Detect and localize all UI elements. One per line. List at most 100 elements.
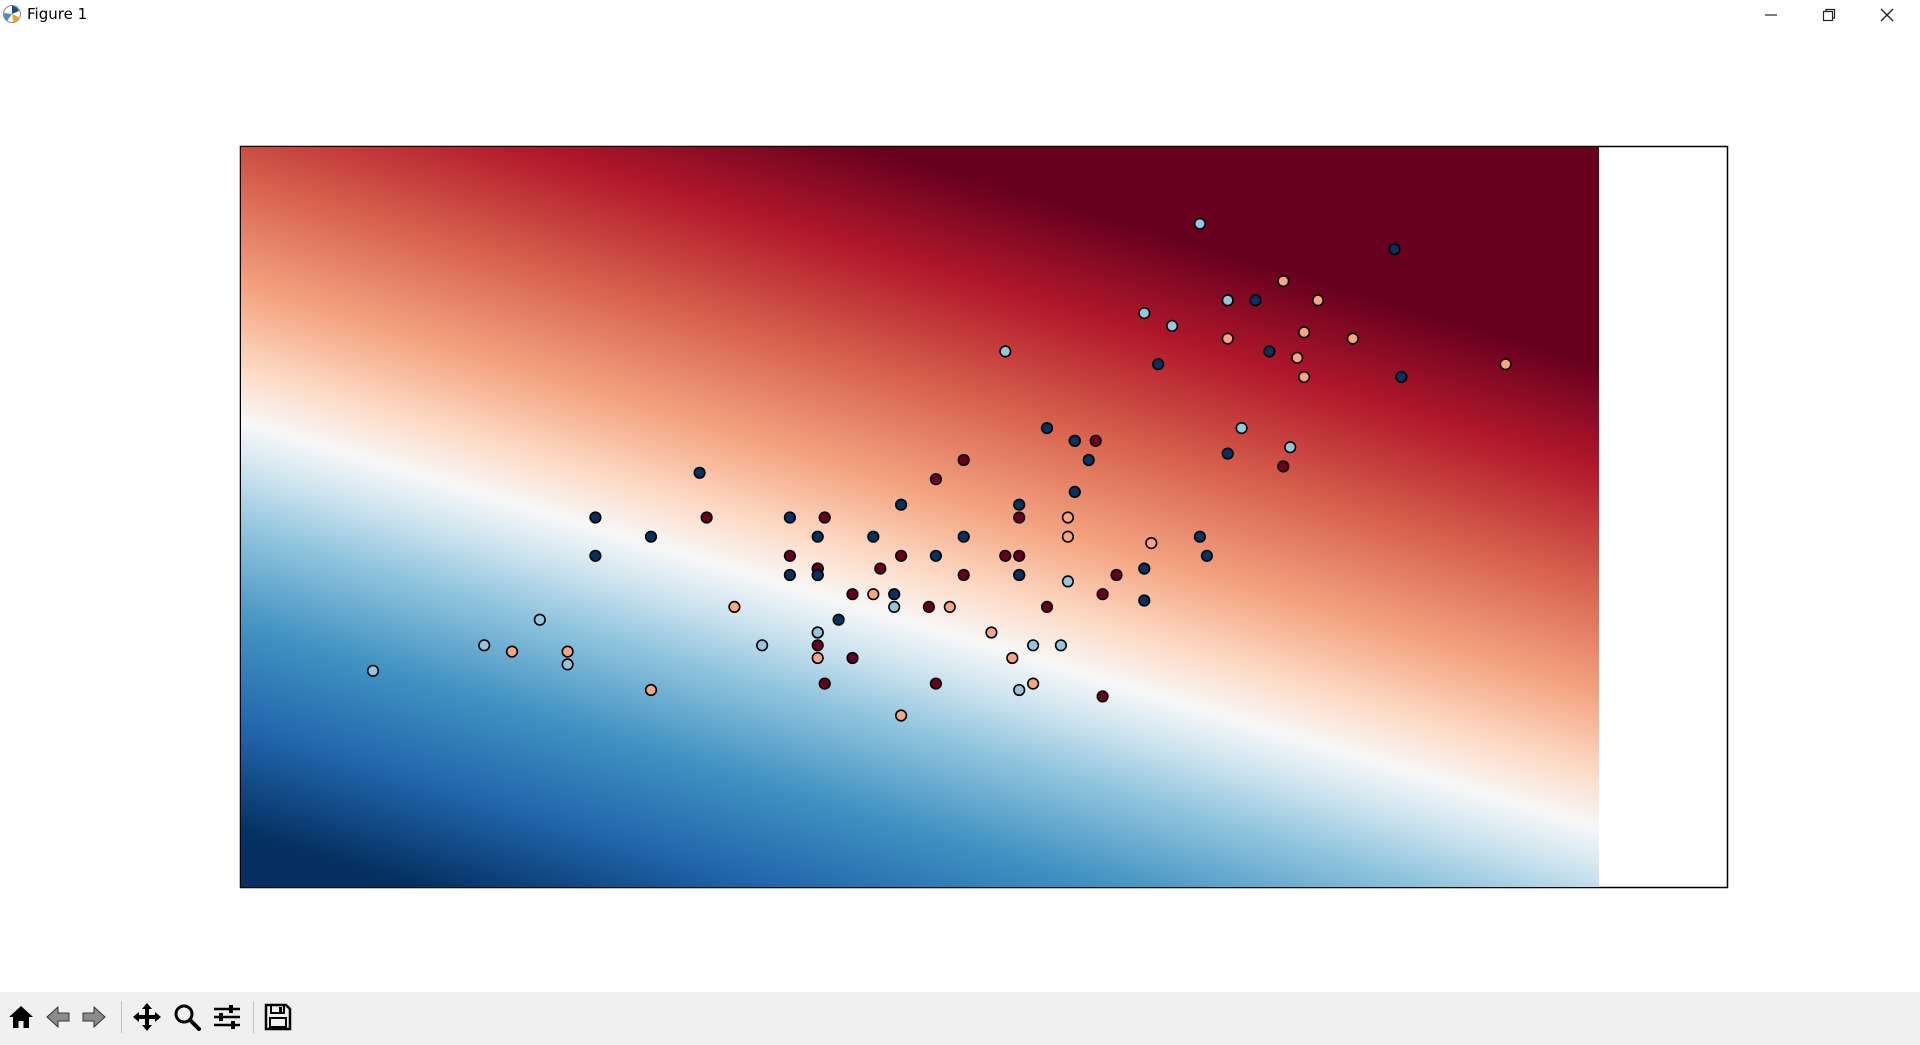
scatter-point bbox=[818, 511, 831, 524]
home-icon bbox=[9, 1006, 33, 1028]
scatter-point bbox=[929, 677, 943, 690]
scatter-point bbox=[929, 549, 943, 562]
scatter-point bbox=[1138, 594, 1151, 607]
back-arrow-icon bbox=[46, 1005, 70, 1029]
scatter-point bbox=[1193, 530, 1206, 543]
scatter-point bbox=[957, 568, 970, 582]
scatter-point bbox=[1221, 332, 1234, 345]
scatter-point bbox=[1006, 651, 1019, 665]
scatter-point bbox=[1277, 275, 1290, 288]
scatter-point bbox=[1193, 217, 1206, 230]
configure-subplots-icon bbox=[214, 1005, 240, 1029]
scatter-point bbox=[999, 345, 1012, 358]
back-button[interactable] bbox=[40, 999, 76, 1035]
scatter-point bbox=[728, 600, 741, 614]
matplotlib-app-icon bbox=[3, 5, 21, 23]
minimize-icon bbox=[1765, 14, 1777, 16]
scatter-point bbox=[1061, 575, 1074, 588]
scatter-point bbox=[783, 511, 797, 524]
scatter-point bbox=[1096, 588, 1109, 601]
scatter-point bbox=[1235, 422, 1248, 435]
scatter-point bbox=[1291, 351, 1304, 364]
save-button[interactable] bbox=[260, 999, 296, 1035]
scatter-point bbox=[811, 626, 824, 639]
scatter-point bbox=[1013, 683, 1026, 697]
home-button[interactable] bbox=[3, 999, 39, 1035]
decision-surface-heatmap bbox=[241, 147, 1599, 887]
scatter-point bbox=[1346, 332, 1359, 345]
scatter-point bbox=[1110, 568, 1123, 582]
scatter-point bbox=[1138, 562, 1151, 575]
pan-button[interactable] bbox=[129, 999, 165, 1035]
scatter-point bbox=[693, 466, 706, 479]
scatter-point bbox=[811, 530, 824, 543]
scatter-point bbox=[1061, 530, 1074, 543]
scatter-point bbox=[589, 549, 602, 562]
scatter-point bbox=[644, 683, 658, 697]
restore-icon bbox=[1822, 8, 1836, 22]
scatter-point bbox=[1040, 600, 1054, 614]
zoom-button[interactable] bbox=[169, 999, 205, 1035]
scatter-point bbox=[1499, 358, 1512, 371]
scatter-point bbox=[561, 658, 574, 671]
toolbar-separator bbox=[253, 1001, 254, 1033]
pan-icon bbox=[133, 1003, 161, 1031]
scatter-point bbox=[1249, 294, 1262, 307]
scatter-point bbox=[1082, 453, 1095, 467]
scatter-point bbox=[1277, 460, 1290, 473]
scatter-point bbox=[1165, 319, 1179, 333]
scatter-point bbox=[1297, 326, 1311, 339]
scatter-point bbox=[1200, 549, 1213, 562]
scatter-point bbox=[888, 600, 901, 614]
scatter-point bbox=[1068, 434, 1081, 447]
scatter-point bbox=[894, 709, 908, 722]
figure-canvas[interactable] bbox=[0, 29, 1920, 992]
scatter-point bbox=[943, 600, 956, 614]
scatter-point bbox=[922, 600, 936, 614]
scatter-point bbox=[1089, 434, 1102, 447]
scatter-point bbox=[478, 639, 491, 652]
scatter-point bbox=[874, 562, 887, 575]
forward-button[interactable] bbox=[76, 999, 112, 1035]
scatter-point bbox=[783, 549, 797, 562]
scatter-point bbox=[811, 639, 824, 652]
scatter-point bbox=[1395, 370, 1408, 384]
scatter-point bbox=[366, 664, 380, 677]
configure-subplots-button[interactable] bbox=[209, 999, 245, 1035]
navigation-toolbar bbox=[0, 992, 1920, 1045]
scatter-point bbox=[755, 639, 769, 652]
scatter-point bbox=[1040, 422, 1054, 435]
scatter-point bbox=[985, 626, 998, 639]
restore-button[interactable] bbox=[1800, 0, 1858, 29]
scatter-point bbox=[1145, 536, 1158, 550]
scatter-point bbox=[589, 511, 602, 524]
scatter-point bbox=[846, 651, 859, 665]
close-button[interactable] bbox=[1858, 0, 1916, 29]
scatter-point bbox=[505, 645, 519, 658]
window-titlebar: Figure 1 bbox=[0, 0, 1920, 29]
scatter-point bbox=[999, 549, 1012, 562]
scatter-point bbox=[1297, 370, 1311, 384]
scatter-point bbox=[894, 549, 908, 562]
scatter-point bbox=[929, 473, 943, 486]
scatter-point bbox=[1152, 358, 1165, 371]
scatter-point bbox=[1068, 485, 1081, 499]
scatter-point bbox=[957, 453, 970, 467]
scatter-point bbox=[700, 511, 713, 524]
toolbar-separator bbox=[121, 1001, 122, 1033]
scatter-point bbox=[783, 568, 797, 582]
window-title: Figure 1 bbox=[27, 5, 88, 23]
scatter-point bbox=[1221, 447, 1234, 460]
scatter-point bbox=[867, 530, 880, 543]
scatter-point bbox=[1263, 345, 1276, 358]
scatter-point bbox=[832, 613, 845, 626]
scatter-point bbox=[867, 588, 880, 601]
scatter-point bbox=[1388, 243, 1401, 256]
scatter-point bbox=[888, 588, 901, 601]
scatter-point bbox=[1284, 441, 1297, 454]
scatter-point bbox=[644, 530, 658, 543]
minimize-button[interactable] bbox=[1742, 0, 1800, 29]
scatter-plot bbox=[239, 145, 1729, 889]
scatter-point bbox=[811, 568, 824, 582]
scatter-point bbox=[957, 530, 970, 543]
